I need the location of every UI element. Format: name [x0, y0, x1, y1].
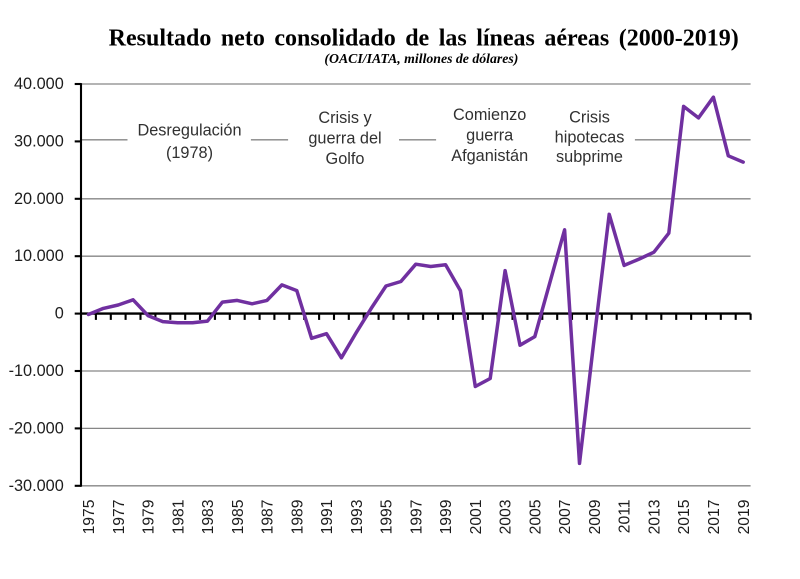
- svg-text:2001: 2001: [468, 500, 485, 535]
- svg-text:guerra del: guerra del: [308, 130, 381, 148]
- svg-text:hipotecas: hipotecas: [555, 128, 625, 146]
- svg-text:Resultado neto consolidado de: Resultado neto consolidado de las líneas…: [109, 25, 739, 51]
- svg-text:30.000: 30.000: [14, 132, 64, 150]
- svg-text:2013: 2013: [647, 499, 664, 534]
- svg-text:1997: 1997: [408, 500, 425, 535]
- svg-text:2003: 2003: [498, 499, 515, 534]
- svg-text:subprime: subprime: [556, 148, 623, 166]
- svg-text:2019: 2019: [736, 500, 753, 535]
- svg-text:1983: 1983: [200, 499, 217, 534]
- svg-text:-30.000: -30.000: [9, 477, 64, 495]
- svg-text:Comienzo: Comienzo: [453, 106, 526, 124]
- svg-text:1995: 1995: [379, 499, 396, 534]
- svg-text:2017: 2017: [706, 500, 723, 535]
- svg-text:1989: 1989: [289, 500, 306, 535]
- svg-text:(1978): (1978): [166, 144, 213, 162]
- svg-text:Afganistán: Afganistán: [451, 147, 528, 165]
- svg-text:2005: 2005: [527, 499, 544, 534]
- svg-text:1975: 1975: [81, 499, 98, 534]
- svg-text:20.000: 20.000: [14, 190, 64, 208]
- svg-text:Golfo: Golfo: [326, 150, 365, 168]
- svg-text:2007: 2007: [557, 500, 574, 535]
- svg-text:Crisis y: Crisis y: [318, 109, 372, 127]
- svg-text:2009: 2009: [587, 500, 604, 535]
- svg-text:1979: 1979: [141, 500, 158, 535]
- svg-text:-20.000: -20.000: [9, 419, 64, 437]
- svg-text:1977: 1977: [111, 500, 128, 535]
- svg-text:2015: 2015: [676, 499, 693, 534]
- svg-text:(OACI/IATA, millones de dólare: (OACI/IATA, millones de dólares): [324, 51, 518, 67]
- svg-text:40.000: 40.000: [14, 75, 64, 93]
- svg-text:1987: 1987: [260, 500, 277, 535]
- svg-text:2011: 2011: [617, 500, 634, 534]
- svg-text:1981: 1981: [170, 500, 187, 535]
- svg-text:-10.000: -10.000: [9, 362, 64, 380]
- svg-text:10.000: 10.000: [14, 247, 64, 265]
- svg-text:1999: 1999: [438, 500, 455, 535]
- svg-text:1985: 1985: [230, 499, 247, 534]
- svg-text:1993: 1993: [349, 499, 366, 534]
- svg-text:Crisis: Crisis: [569, 108, 610, 126]
- svg-text:1991: 1991: [319, 500, 336, 535]
- svg-text:Desregulación: Desregulación: [137, 122, 241, 140]
- svg-text:guerra: guerra: [466, 127, 514, 145]
- svg-text:0: 0: [55, 305, 64, 323]
